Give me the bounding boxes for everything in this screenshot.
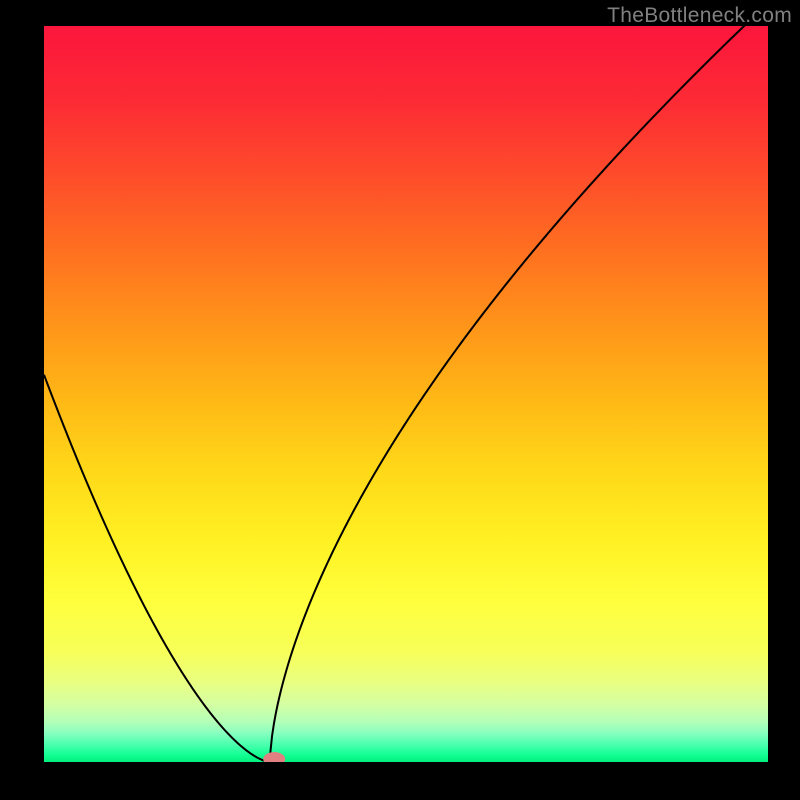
bottleneck-chart bbox=[0, 0, 800, 800]
chart-root: TheBottleneck.com bbox=[0, 0, 800, 800]
watermark-text: TheBottleneck.com bbox=[607, 4, 792, 28]
plot-background bbox=[44, 26, 768, 762]
